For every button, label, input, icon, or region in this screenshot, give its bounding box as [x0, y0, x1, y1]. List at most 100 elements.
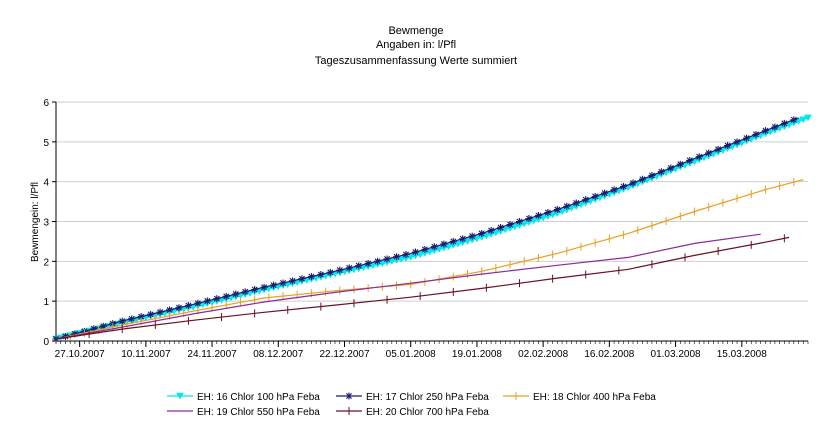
- data-point: [639, 176, 646, 183]
- x-tick-label: 08.12.2007: [253, 349, 303, 360]
- series-line: [56, 180, 803, 339]
- data-point: [365, 260, 372, 267]
- data-point: [412, 249, 419, 256]
- data-point: [280, 279, 287, 286]
- data-point: [686, 157, 693, 164]
- data-point: [346, 264, 353, 271]
- data-point: [535, 212, 542, 219]
- series-line: [56, 234, 761, 339]
- data-point: [667, 164, 674, 171]
- data-point: [630, 179, 637, 186]
- legend-label: EH: 19 Chlor 550 hPa Feba: [197, 407, 320, 418]
- data-point: [762, 127, 769, 134]
- series-line: [56, 118, 808, 339]
- data-point: [147, 311, 154, 318]
- data-point: [402, 251, 409, 258]
- x-ticks: 27.10.2007 10.11.2007 24.11.2007 08.12.2007…: [55, 341, 808, 360]
- data-point: [128, 315, 135, 322]
- data-point: [270, 282, 277, 289]
- data-point: [242, 288, 249, 295]
- data-point: [696, 153, 703, 160]
- data-point: [507, 221, 514, 228]
- x-tick-label: 19.01.2008: [452, 349, 502, 360]
- series-4: [56, 234, 761, 339]
- data-point: [261, 284, 268, 291]
- chart: Bewmenge Angaben in: l/Pfl Tageszusammen…: [0, 0, 832, 440]
- data-point: [185, 302, 192, 309]
- data-point: [393, 253, 400, 260]
- data-point: [450, 238, 457, 245]
- data-point: [431, 243, 438, 250]
- data-point: [525, 215, 532, 222]
- data-point: [336, 267, 343, 274]
- grid: [56, 102, 808, 301]
- data-point: [232, 291, 239, 298]
- data-point: [251, 286, 258, 293]
- data-point: [592, 193, 599, 200]
- y-tick-label: 1: [43, 297, 49, 308]
- data-point: [771, 124, 778, 131]
- y-tick-label: 4: [43, 178, 49, 189]
- x-tick-label: 01.03.2008: [651, 349, 701, 360]
- data-point: [374, 258, 381, 265]
- data-point: [459, 235, 466, 242]
- data-point: [119, 318, 126, 325]
- data-point: [752, 131, 759, 138]
- data-point: [157, 309, 164, 316]
- data-point: [440, 241, 447, 248]
- legend-item: EH: 19 Chlor 550 hPa Feba: [167, 407, 320, 418]
- data-point: [734, 138, 741, 145]
- data-point: [620, 183, 627, 190]
- legend-swatch-marker: [346, 393, 353, 400]
- data-point: [204, 297, 211, 304]
- y-tick-label: 2: [43, 257, 49, 268]
- series-2: [53, 116, 799, 342]
- data-point: [488, 227, 495, 234]
- data-point: [601, 190, 608, 197]
- data-point: [582, 196, 589, 203]
- data-point: [554, 206, 561, 213]
- y-tick-label: 0: [43, 337, 49, 348]
- data-point: [317, 271, 324, 278]
- y-tick-label: 5: [43, 138, 49, 149]
- x-tick-label: 27.10.2007: [55, 349, 105, 360]
- x-tick-label: 16.02.2008: [584, 349, 634, 360]
- data-point: [355, 262, 362, 269]
- data-point: [497, 224, 504, 231]
- data-point: [544, 209, 551, 216]
- data-point: [677, 161, 684, 168]
- chart-subtitle-2: Tageszusammenfassung Werte summiert: [315, 55, 517, 67]
- y-axis-label: Bewmengein: l/Pfl: [30, 182, 41, 262]
- data-point: [421, 246, 428, 253]
- data-point: [715, 146, 722, 153]
- data-point: [658, 168, 665, 175]
- y-ticks: 0 1 2 3 4 5 6: [43, 98, 56, 348]
- data-point: [516, 218, 523, 225]
- x-tick-label: 10.11.2007: [121, 349, 171, 360]
- series-layer: [53, 115, 812, 343]
- legend-item: EH: 17 Chlor 250 hPa Feba: [336, 392, 489, 403]
- data-point: [308, 273, 315, 280]
- data-point: [469, 233, 476, 240]
- data-point: [298, 275, 305, 282]
- chart-title: Bewmenge: [388, 25, 443, 37]
- x-tick-label: 05.01.2008: [386, 349, 436, 360]
- data-point: [781, 120, 788, 127]
- x-tick-label: 24.11.2007: [187, 349, 237, 360]
- legend-label: EH: 17 Chlor 250 hPa Feba: [366, 392, 489, 403]
- data-point: [648, 172, 655, 179]
- x-tick-label: 15.03.2008: [717, 349, 767, 360]
- data-point: [743, 135, 750, 142]
- x-tick-label: 02.02.2008: [518, 349, 568, 360]
- data-point: [724, 142, 731, 149]
- series-1: [53, 115, 812, 342]
- legend-label: EH: 18 Chlor 400 hPa Feba: [533, 392, 656, 403]
- chart-subtitle: Angaben in: l/Pfl: [376, 39, 456, 51]
- data-point: [611, 186, 618, 193]
- data-point: [790, 116, 797, 123]
- legend-item: EH: 18 Chlor 400 hPa Feba: [503, 392, 656, 403]
- legend: EH: 16 Chlor 100 hPa Feba EH: 17 Chlor 25…: [167, 392, 656, 418]
- data-point: [194, 300, 201, 307]
- data-point: [384, 255, 391, 262]
- data-point: [223, 293, 230, 300]
